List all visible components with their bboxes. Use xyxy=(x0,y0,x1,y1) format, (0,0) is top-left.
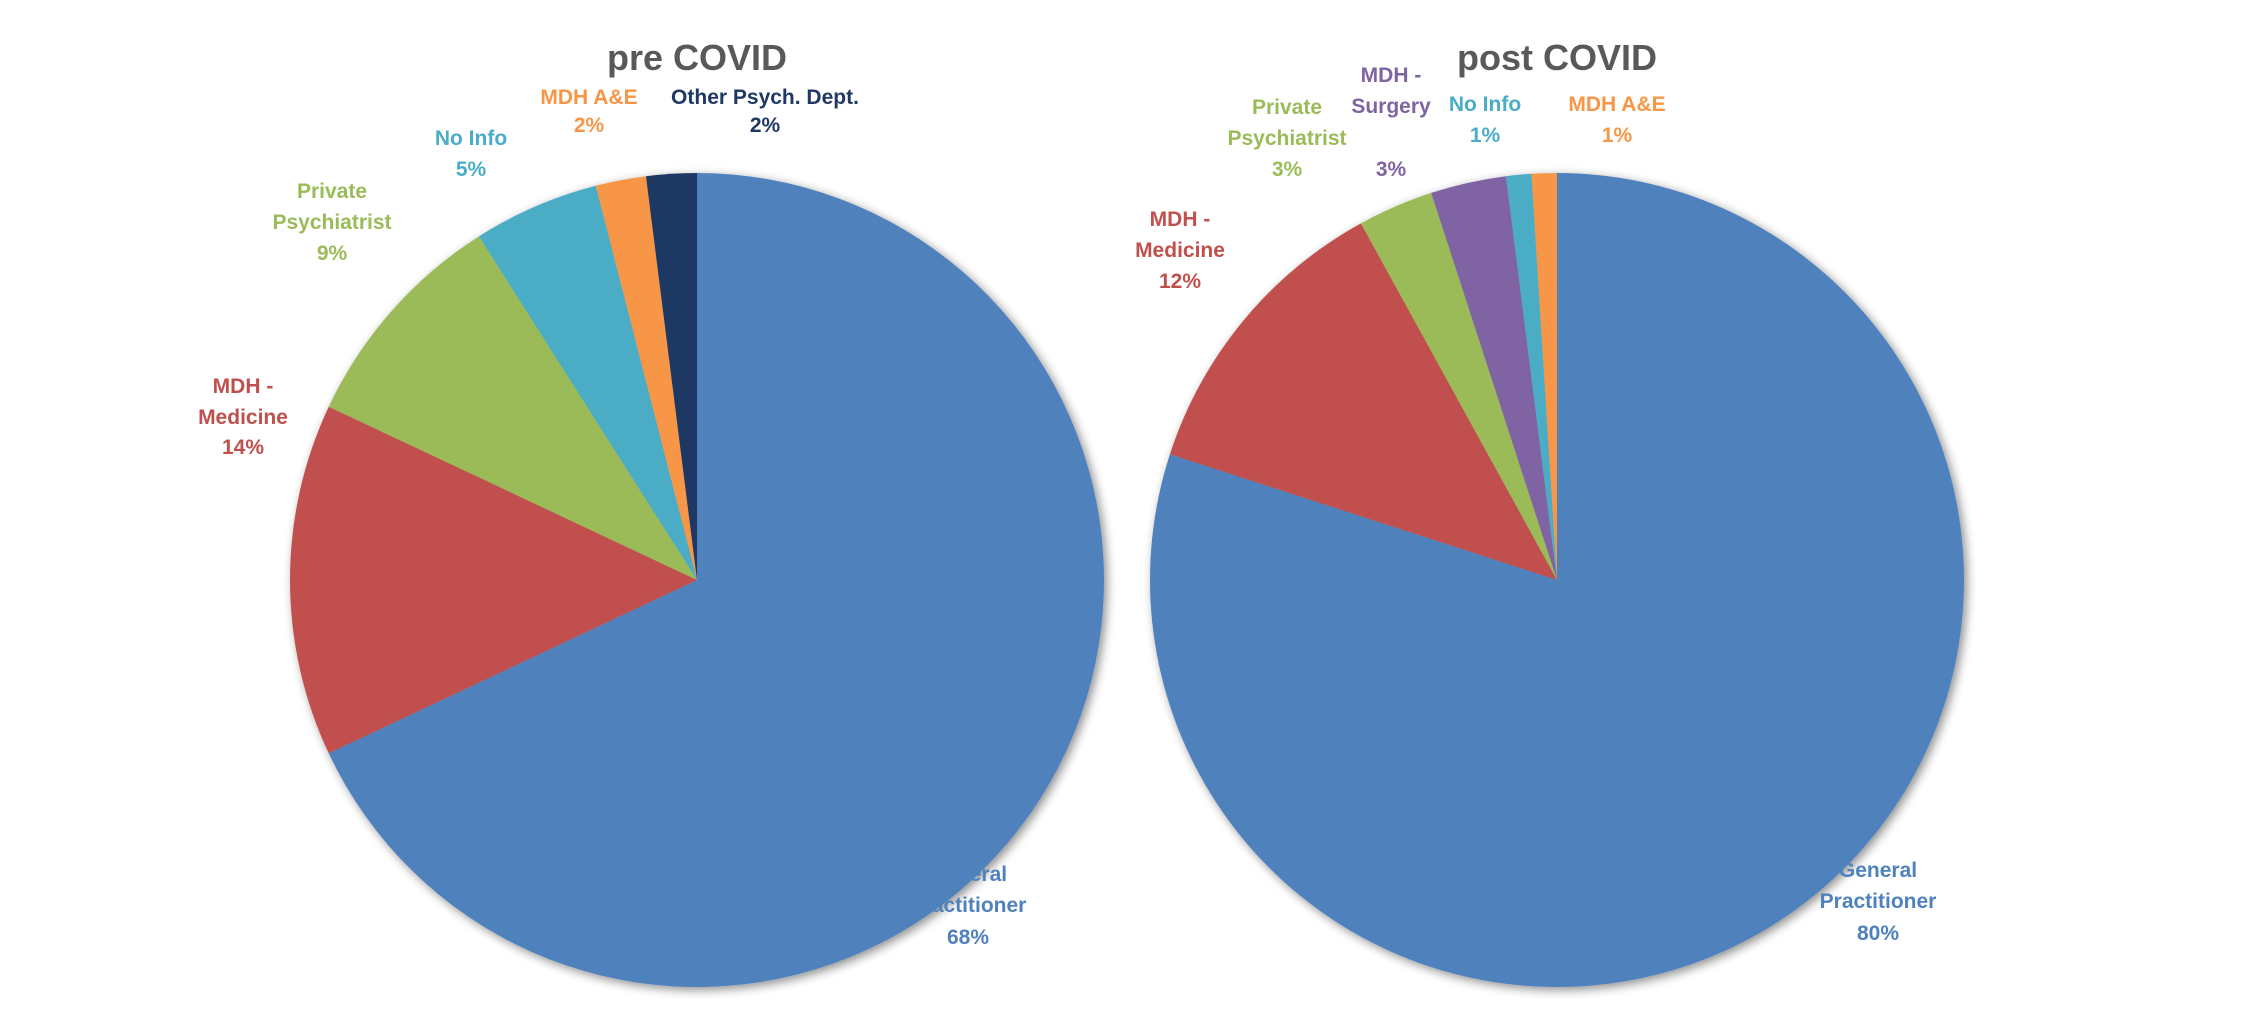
pie-slices xyxy=(290,173,1105,988)
pie-slice-private-psychiatrist xyxy=(328,236,697,581)
pie-slice-no-info xyxy=(1505,173,1557,581)
slice-label-mdh-a-e: MDH A&E 2% xyxy=(540,86,637,137)
pie-slice-general-practitioner xyxy=(328,173,1105,988)
pie-slice-other-psych-dept xyxy=(645,173,697,580)
slice-label-mdh-a-e: MDH A&E 1% xyxy=(1568,93,1665,147)
slice-label-general-practitioner: General Practitioner 80% xyxy=(1820,859,1937,945)
slice-label-mdh-medicine: MDH -Medicine 12% xyxy=(1135,208,1225,293)
slice-label-no-info: No Info 1% xyxy=(1449,93,1521,147)
pie-chart-1: pre COVID General Practitioner 68% MDH -Medi… xyxy=(198,37,1105,988)
pie-slice-mdh-medicine xyxy=(1169,223,1557,580)
chart-title: pre COVID xyxy=(607,37,787,78)
pie-slices xyxy=(1150,173,1965,987)
slice-label-other-psych-dept: Other Psych. Dept. 2% xyxy=(671,86,859,137)
chart-title: post COVID xyxy=(1457,37,1657,78)
slice-label-private-psychiatrist: Private Psychiatrist 9% xyxy=(272,180,391,265)
pie-chart-2: post COVID General Practitioner 80% MDH -Med… xyxy=(1135,37,1965,987)
slice-label-no-info: No Info 5% xyxy=(435,127,507,181)
pie-slice-general-practitioner xyxy=(1150,173,1965,987)
pie-slice-private-psychiatrist xyxy=(1360,192,1557,581)
pie-slice-mdh-surgery xyxy=(1431,176,1557,580)
slice-label-mdh-medicine: MDH -Medicine 14% xyxy=(198,375,288,459)
pie-slice-mdh-a-e xyxy=(595,176,697,580)
pie-slice-mdh-medicine xyxy=(290,406,697,754)
slice-label-general-practitioner: General Practitioner 68% xyxy=(910,863,1027,949)
slice-label-private-psychiatrist: Private Psychiatrist 3% xyxy=(1227,96,1346,181)
slice-label-mdh-surgery: MDH -Surgery 3% xyxy=(1351,64,1431,181)
pie-slice-no-info xyxy=(478,185,697,581)
pie-slice-mdh-a-e xyxy=(1531,173,1557,580)
